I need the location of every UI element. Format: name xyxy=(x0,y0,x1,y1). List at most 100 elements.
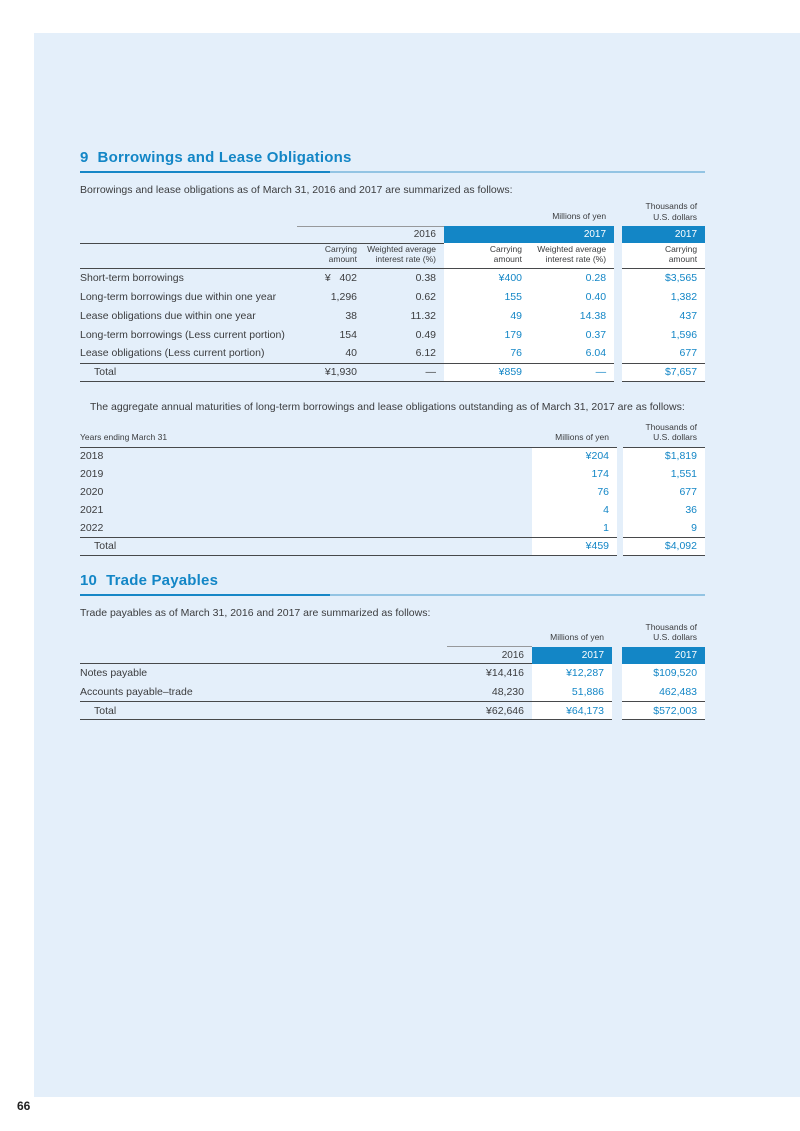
col-rate-2017: Weighted average interest rate (%) xyxy=(530,243,615,269)
column-header-row: Carrying amount Weighted average interes… xyxy=(80,243,706,269)
unit-label-usd: Thousands of U.S. dollars xyxy=(623,421,705,448)
gap-cell xyxy=(614,344,622,363)
header-row: Years ending March 31 Millions of yen Th… xyxy=(80,421,705,448)
gap-cell xyxy=(614,243,622,268)
total-row: Total ¥62,646 ¥64,173 $572,003 xyxy=(80,701,706,720)
cell-value: 155 xyxy=(444,287,530,306)
table-row: Long-term borrowings due within one year… xyxy=(80,287,706,306)
cell-value: 0.37 xyxy=(530,325,615,344)
year-2017-header-yen: 2017 xyxy=(532,646,613,664)
cell-value: ¥859 xyxy=(444,362,530,382)
row-label: Long-term borrowings due within one year xyxy=(80,290,277,303)
unit-label-yen: Millions of yen xyxy=(550,631,605,642)
table-row: 2020 76 677 xyxy=(80,483,705,501)
section-title: Trade Payables xyxy=(106,571,219,589)
cell-value: ¥14,416 xyxy=(486,667,524,680)
col-carrying-2016: Carrying amount xyxy=(297,243,365,269)
cell-value: ¥204 xyxy=(532,447,617,465)
section-title: Borrowings and Lease Obligations xyxy=(97,149,352,166)
unit-row: Millions of yen Thousands of U.S. dollar… xyxy=(80,622,705,647)
gap-cell xyxy=(614,363,622,381)
table-row: 2021 4 36 xyxy=(80,501,705,519)
cell-value: 677 xyxy=(623,483,705,501)
row-label: Lease obligations due within one year xyxy=(80,309,256,322)
table-row: Notes payable ¥14,416 ¥12,287 $109,520 xyxy=(80,663,706,683)
cell-value: 40 xyxy=(345,347,357,360)
row-label: Accounts payable–trade xyxy=(80,685,193,698)
table-row: Short-term borrowings ¥ 402 0.38 ¥400 0.… xyxy=(80,268,706,287)
cell-value: $572,003 xyxy=(622,701,706,720)
cell-value: ¥12,287 xyxy=(532,663,613,683)
row-label: 2021 xyxy=(80,504,104,516)
gap-cell xyxy=(612,664,622,683)
cell-value: $3,565 xyxy=(622,268,706,287)
cell-value: 1,382 xyxy=(622,287,706,306)
cell-value: ¥1,930 xyxy=(297,362,365,382)
cell-value: 174 xyxy=(532,465,617,483)
year-2017-header-usd: 2017 xyxy=(622,646,706,664)
cell-value: 437 xyxy=(622,306,706,325)
gap-cell xyxy=(612,622,622,647)
gap-cell xyxy=(614,306,622,325)
cell-value: 48,230 xyxy=(491,685,524,698)
gap-cell xyxy=(612,647,622,664)
cell-value: 4 xyxy=(532,501,617,519)
year-2016-header: 2016 xyxy=(447,646,532,664)
row-label: Short-term borrowings xyxy=(80,271,184,284)
table-row: Long-term borrowings (Less current porti… xyxy=(80,325,706,344)
cell-value: ¥62,646 xyxy=(447,701,532,720)
cell-value: 51,886 xyxy=(532,682,613,702)
gap-cell xyxy=(614,201,622,226)
cell-value: $4,092 xyxy=(623,536,705,556)
cell-value: 49 xyxy=(444,306,530,325)
page-panel xyxy=(34,33,800,1097)
cell-value: 0.49 xyxy=(415,328,436,341)
cell-value: — xyxy=(365,362,444,382)
cell-value: 0.40 xyxy=(530,287,615,306)
cell-value: 0.28 xyxy=(530,268,615,287)
years-ending-label: Years ending March 31 xyxy=(80,421,532,448)
maturities-intro: The aggregate annual maturities of long-… xyxy=(90,400,685,413)
gap-cell xyxy=(612,702,622,720)
row-label: 2020 xyxy=(80,486,104,498)
year-header-row: 2016 2017 2017 xyxy=(80,225,706,244)
unit-row: Millions of yen Thousands of U.S. dollar… xyxy=(80,201,705,226)
section-rule xyxy=(80,171,705,173)
cell-value: 154 xyxy=(339,328,357,341)
cell-value: — xyxy=(530,362,615,382)
year-2017-header-yen: 2017 xyxy=(444,226,615,243)
cell-value: 1,551 xyxy=(623,465,705,483)
cell-value: 0.38 xyxy=(415,271,436,284)
col-carrying-usd: Carrying amount xyxy=(622,243,706,269)
row-label: Total xyxy=(80,536,532,556)
section-number: 9 xyxy=(80,149,89,166)
borrowings-summary-table: Millions of yen Thousands of U.S. dollar… xyxy=(80,201,706,382)
unit-label-yen: Millions of yen xyxy=(532,421,617,448)
cell-value: 76 xyxy=(444,344,530,363)
section-10-intro: Trade payables as of March 31, 2016 and … xyxy=(80,606,431,619)
maturities-table: Years ending March 31 Millions of yen Th… xyxy=(80,421,705,556)
cell-value: $109,520 xyxy=(622,663,706,683)
section-10-heading: 10 Trade Payables xyxy=(80,572,705,589)
gap-cell xyxy=(614,287,622,306)
row-label: Total xyxy=(80,701,447,720)
cell-value: 36 xyxy=(623,501,705,519)
row-label: Total xyxy=(80,362,297,382)
empty-cell xyxy=(80,243,297,269)
gap-cell xyxy=(614,226,622,243)
section-number: 10 xyxy=(80,571,98,589)
page-number: 66 xyxy=(17,1099,31,1113)
unit-label-usd: Thousands of U.S. dollars xyxy=(645,201,698,222)
table-row: Lease obligations (Less current portion)… xyxy=(80,344,706,363)
trade-payables-table: Millions of yen Thousands of U.S. dollar… xyxy=(80,622,706,720)
cell-value: ¥400 xyxy=(444,268,530,287)
cell-value: 9 xyxy=(623,519,705,537)
section-9-heading: 9 Borrowings and Lease Obligations xyxy=(80,149,705,166)
empty-cell xyxy=(80,646,447,664)
cell-value: 1,596 xyxy=(622,325,706,344)
unit-label-usd: Thousands of U.S. dollars xyxy=(645,621,698,643)
table-row: 2019 174 1,551 xyxy=(80,465,705,483)
empty-cell xyxy=(80,226,297,244)
cell-value: 14.38 xyxy=(530,306,615,325)
gap-cell xyxy=(614,325,622,344)
